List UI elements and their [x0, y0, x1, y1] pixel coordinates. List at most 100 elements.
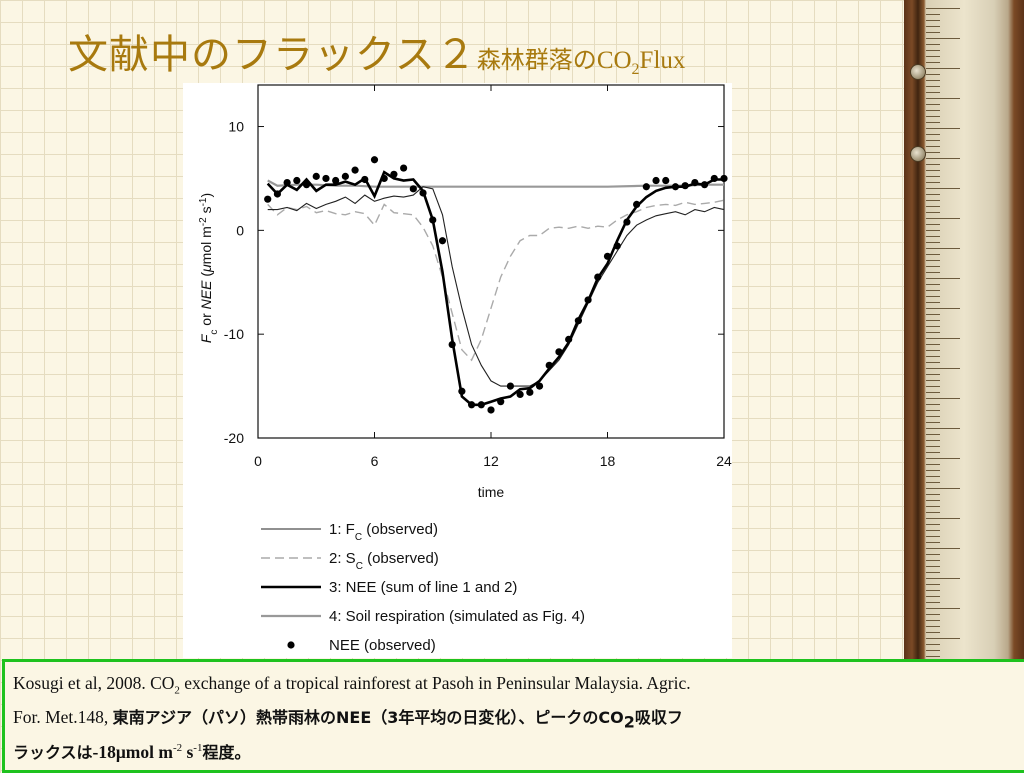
ruler-tick — [926, 86, 940, 87]
ruler-tick — [926, 206, 940, 207]
ruler-tick — [926, 566, 940, 567]
x-tick-label: 18 — [600, 453, 616, 469]
ruler-tick — [926, 170, 940, 171]
legend-label-sub: C — [355, 532, 362, 543]
caption-value: -18 — [92, 741, 116, 762]
ruler-tick — [926, 446, 940, 447]
nee-observed-point — [633, 200, 641, 208]
nee-observed-point — [361, 175, 369, 184]
nee-observed-point — [574, 317, 582, 325]
nee-observed-point — [341, 172, 349, 180]
ruler-tick — [926, 56, 940, 57]
caption-ref-a: Kosugi et al, 2008. CO — [13, 673, 175, 693]
nee-observed-point — [264, 195, 272, 203]
y-label-f: F — [198, 333, 214, 343]
ruler-tick — [926, 122, 940, 123]
nee-observed-point — [603, 252, 612, 260]
series-line-nee — [266, 170, 724, 407]
ruler-tick — [926, 140, 940, 141]
title-sub: 森林群落のCO2Flux — [477, 46, 686, 78]
nee-observed-point — [642, 183, 650, 191]
x-tick-label: 0 — [254, 453, 262, 469]
flux-chart: 0 6 12 18 24 -20 -10 0 10 time Fc or NEE (μmol m… — [198, 84, 732, 654]
ruler-tick — [926, 632, 940, 633]
nee-observed-point — [283, 178, 291, 187]
ruler-tick — [926, 14, 940, 15]
caption-exp2: -1 — [193, 742, 203, 754]
ruler-tick — [926, 152, 940, 153]
y-label-c: c — [209, 330, 220, 335]
y-tick-label: -10 — [224, 326, 244, 342]
caption-line-3: ラックスは-18μmol m-2 s-1程度。 — [13, 735, 1024, 766]
ruler-tick — [926, 362, 940, 363]
legend-label-nee_obs: NEE (observed) — [329, 637, 436, 654]
nee-observed-point — [419, 189, 427, 197]
ruler-tick — [926, 8, 960, 9]
nee-observed-point — [351, 166, 359, 174]
ruler-tick — [926, 80, 940, 81]
nee-observed-point — [273, 190, 282, 198]
y-label-s-exp: -1 — [198, 197, 209, 206]
ruler-tick — [926, 266, 940, 267]
y-tick-label: 0 — [236, 222, 244, 238]
ruler-tick — [926, 578, 960, 579]
ruler-tick — [926, 506, 940, 507]
x-tick-label: 12 — [483, 453, 499, 469]
ruler-tick — [926, 68, 960, 69]
nee-observed-point — [671, 183, 680, 191]
nee-observed-point — [700, 181, 709, 189]
nee-observed-point — [332, 176, 340, 185]
ruler-tick — [926, 596, 940, 597]
ruler-tick — [926, 542, 940, 543]
ruler-tick — [926, 404, 940, 405]
ruler-tick — [926, 536, 940, 537]
y-tick-label: -20 — [224, 430, 244, 446]
nee-observed-point — [662, 176, 670, 185]
nee-observed-point — [652, 176, 660, 185]
nee-observed-point — [370, 156, 379, 164]
nee-observed-point — [516, 390, 524, 398]
ruler-tick — [926, 26, 940, 27]
ticks-layer: 0 6 12 18 24 -20 -10 0 10 — [224, 85, 732, 469]
caption-line-1: Kosugi et al, 2008. CO2 exchange of a tr… — [13, 670, 1024, 704]
caption-mol: mol m — [125, 741, 173, 762]
y-label-or: or — [198, 309, 214, 329]
legend-label-nee: 3: NEE (sum of line 1 and 2) — [329, 579, 517, 596]
ruler-tick — [926, 530, 940, 531]
ruler-decoration — [904, 0, 1024, 660]
nee-observed-point — [497, 398, 505, 406]
nee-observed-point — [400, 164, 408, 172]
ruler-tick — [926, 74, 940, 75]
ruler-tick — [926, 434, 940, 435]
y-label-open: ( — [198, 272, 214, 281]
caption-jp-sub: 2 — [623, 712, 635, 731]
ruler-tick — [926, 380, 940, 381]
series-line-sc — [267, 199, 725, 362]
ruler-tick — [926, 176, 940, 177]
caption-jp-1: 東南アジア（パソ）熱帯雨林のNEE（3年平均の日変化）、ピークのCO — [112, 707, 624, 727]
ruler-tick — [926, 518, 960, 519]
ruler-tick — [926, 254, 940, 255]
ruler-tick — [926, 272, 940, 273]
title-main: 文献中のフラックス２ — [68, 32, 477, 78]
ruler-tick — [926, 500, 940, 501]
legend-label-sub: C — [356, 561, 363, 572]
ruler-tick — [926, 308, 960, 309]
nee-observed-point — [613, 242, 621, 250]
ruler-tick — [926, 524, 940, 525]
ruler-tick — [926, 512, 940, 513]
ruler-tick — [926, 332, 940, 333]
nee-observed-point — [720, 174, 728, 183]
ruler-tick — [926, 110, 940, 111]
ruler-tick — [926, 410, 940, 411]
legend-label-suffix: (observed) — [362, 521, 438, 538]
y-label-m-exp: -2 — [198, 217, 209, 226]
nee-observed-point — [535, 382, 544, 390]
ruler-tick — [926, 278, 960, 279]
ruler-tick — [926, 128, 960, 129]
ruler-tick — [926, 620, 940, 621]
ruler-tick — [926, 164, 940, 165]
ruler-tick — [926, 32, 940, 33]
ruler-tick — [926, 218, 960, 219]
ruler-tick — [926, 224, 940, 225]
